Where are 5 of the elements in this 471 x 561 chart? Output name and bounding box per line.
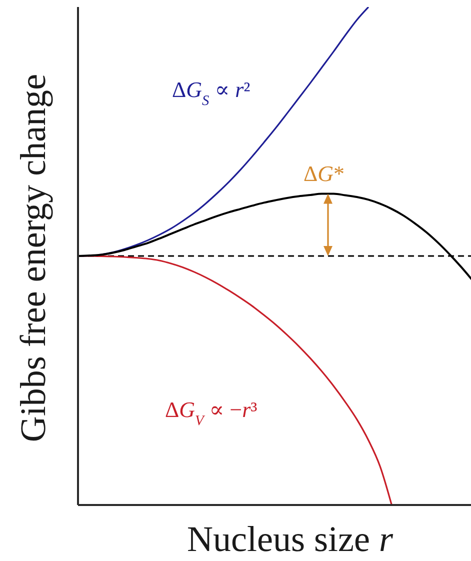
annotation: ΔG* bbox=[303, 161, 345, 186]
text: ΔG$_{V}$ ∝ −r³ bbox=[165, 397, 258, 429]
y-axis-title: Gibbs free energy change bbox=[13, 74, 53, 442]
x-axis-title: Nucleus size r bbox=[187, 519, 394, 559]
series-label: ΔG$_{S}$ ∝ r² bbox=[172, 77, 251, 109]
